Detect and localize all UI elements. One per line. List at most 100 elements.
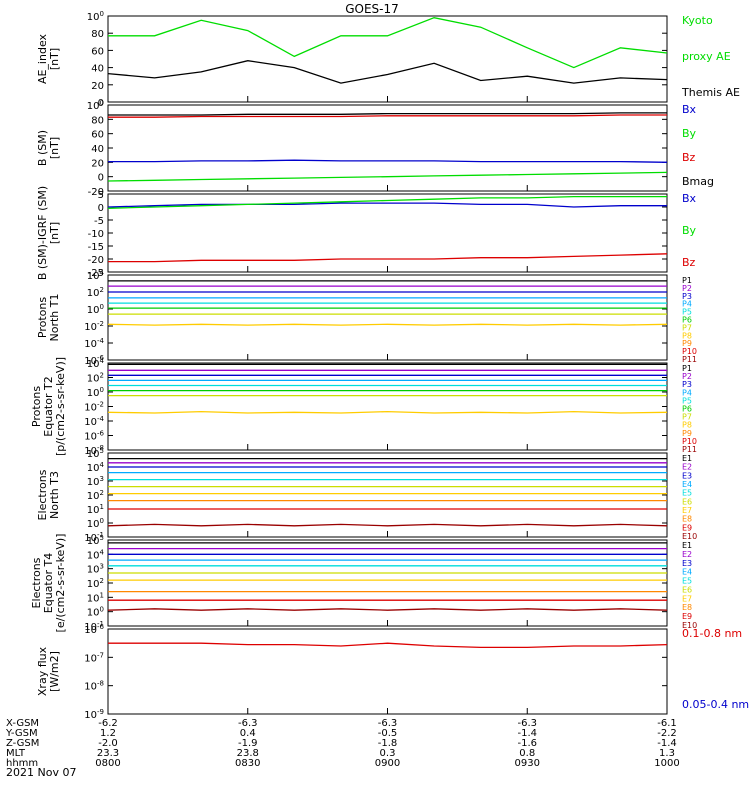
legend-e7: E7 [682, 594, 692, 603]
panel-bsm: -20 0 20 40 60 80 100 B (SM) [nT] Bx By Bz Bmag [36, 99, 714, 198]
ephemeris-value: 1000 [654, 758, 679, 769]
y-tick-label: 10-8 [84, 680, 104, 693]
y-tick-label: 20 [91, 158, 104, 169]
y-axis-label: Protons [30, 386, 43, 427]
legend-bmag: Bmag [682, 175, 714, 188]
legend-e9: E9 [682, 612, 692, 621]
y-tick-label: 100 [87, 606, 104, 619]
legend-p10: P10 [682, 437, 697, 446]
y-axis-label: [e/(cm2-s-sr-keV)] [54, 534, 67, 633]
y-tick-label: 10-6 [84, 430, 104, 443]
legend-p6: P6 [682, 316, 692, 325]
y-tick-label: -5 [94, 216, 104, 227]
y-tick-label: 80 [91, 29, 104, 40]
ephemeris-value: 0.8 [519, 748, 535, 759]
ephemeris-value: -6.1 [657, 718, 677, 729]
legend-e7: E7 [682, 506, 692, 515]
ephemeris-value: 23.8 [237, 748, 259, 759]
ephemeris-value: -2.2 [657, 728, 677, 739]
legend-e10: E10 [682, 532, 697, 541]
panel-frame [107, 274, 668, 361]
legend-p1: P1 [682, 364, 692, 373]
legend-p2: P2 [682, 372, 692, 381]
legend-e5: E5 [682, 489, 692, 498]
y-tick-label: 60 [91, 130, 104, 141]
y-axis-label: North T1 [48, 294, 61, 342]
series-bx [107, 202, 667, 208]
y-axis-label: Electrons [30, 557, 43, 608]
y-axis-label: Electrons [36, 469, 49, 520]
legend-0-05-0-4-nm: 0.05-0.4 nm [682, 698, 749, 711]
ephemeris-value: 0930 [515, 758, 540, 769]
y-tick-label: -15 [88, 242, 104, 253]
series-e10 [107, 608, 668, 611]
legend-p3: P3 [682, 380, 692, 389]
y-tick-label: 10-4 [84, 337, 104, 350]
y-tick-label: 10-2 [84, 401, 104, 414]
y-tick-label: 40 [91, 144, 104, 155]
y-tick-label: 105 [87, 447, 104, 460]
legend-p9: P9 [682, 339, 692, 348]
y-tick-label: 101 [87, 591, 104, 604]
legend-e3: E3 [682, 471, 692, 480]
y-axis-label: B (SM)-IGRF (SM) [36, 186, 49, 280]
legend-e6: E6 [682, 585, 692, 594]
series-themis-ae [107, 60, 668, 84]
y-tick-label: 60 [91, 46, 104, 57]
y-axis-label: [nT] [48, 137, 61, 159]
date-label: 2021 Nov 07 [6, 766, 76, 779]
legend-p5: P5 [682, 396, 692, 405]
legend-p4: P4 [682, 300, 692, 309]
legend-e6: E6 [682, 497, 692, 506]
series-bmag [108, 112, 667, 116]
y-tick-label: 103 [87, 475, 104, 488]
panel-xray: 10-9 10-8 10-7 10-6 Xray flux [W/m2] 0.1-0.8 n… [36, 623, 749, 721]
series-p8 [107, 410, 668, 414]
y-axis-label: [nT] [48, 48, 61, 70]
ephemeris-value: -2.0 [98, 738, 118, 749]
legend-p2: P2 [682, 284, 692, 293]
legend-bx: Bx [682, 192, 697, 205]
ephemeris-value: 23.3 [97, 748, 119, 759]
panel-ae: 0 20 40 60 80 100 AE_index [nT] Kyoto proxy AE The… [36, 10, 740, 109]
y-axis-label: Equator T4 [42, 553, 55, 613]
series-p8 [107, 323, 668, 326]
ephemeris-value: 0.4 [240, 728, 256, 739]
y-tick-label: 102 [87, 489, 104, 502]
legend-p11: P11 [682, 355, 697, 364]
y-axis-label: AE_index [36, 33, 49, 84]
ephemeris-value: -1.6 [517, 738, 537, 749]
legend-e5: E5 [682, 577, 692, 586]
panel-frame [107, 104, 668, 192]
legend-0-1-0-8-nm: 0.1-0.8 nm [682, 627, 742, 640]
y-tick-label: 100 [87, 386, 104, 399]
y-tick-label: 5 [98, 190, 104, 201]
y-tick-label: 40 [91, 64, 104, 75]
legend-bx: Bx [682, 103, 697, 116]
legend-p10: P10 [682, 347, 697, 356]
ephemeris-value: 0830 [235, 758, 260, 769]
y-tick-label: -10 [88, 229, 104, 240]
y-axis-label: [p/(cm2-s-sr-keV)] [54, 357, 67, 456]
legend-bz: Bz [682, 151, 696, 164]
series-by [107, 171, 668, 182]
y-tick-label: 100 [87, 303, 104, 316]
y-tick-label: 0 [98, 203, 104, 214]
y-tick-label: 104 [87, 357, 105, 370]
y-axis-label: Protons [36, 297, 49, 338]
y-tick-label: 80 [91, 115, 104, 126]
legend-p1: P1 [682, 276, 692, 285]
series-0-1-0-8-nm [108, 642, 668, 649]
legend-proxy-ae: proxy AE [682, 50, 731, 63]
legend-p8: P8 [682, 421, 692, 430]
panel-frame [107, 539, 668, 627]
ephemeris-value: 1.3 [659, 748, 675, 759]
y-tick-label: 10-1 [84, 620, 104, 633]
y-axis-label: Equator T2 [42, 376, 55, 436]
ephemeris-label: Y-GSM [5, 728, 38, 739]
y-tick-label: 102 [87, 372, 104, 385]
legend-p8: P8 [682, 331, 692, 340]
